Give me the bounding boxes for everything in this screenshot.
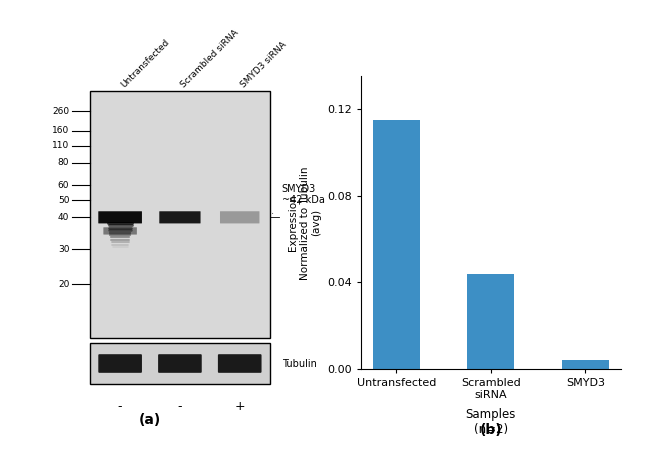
Bar	[90, 343, 270, 384]
Text: -: -	[177, 400, 182, 413]
Text: 260: 260	[52, 107, 70, 116]
Text: 80: 80	[58, 158, 70, 167]
FancyBboxPatch shape	[158, 354, 202, 373]
Text: (a): (a)	[139, 413, 161, 427]
Bar	[562, 360, 609, 369]
Text: 20: 20	[58, 279, 70, 288]
Text: (b): (b)	[480, 423, 502, 436]
FancyBboxPatch shape	[220, 211, 259, 223]
Text: Scrambled siRNA: Scrambled siRNA	[179, 28, 241, 89]
Text: Untransfected: Untransfected	[120, 37, 172, 89]
Text: +: +	[235, 400, 245, 413]
Text: SMYD3
~42 kDa: SMYD3 ~42 kDa	[281, 184, 324, 205]
Text: Tubulin: Tubulin	[281, 359, 317, 369]
Y-axis label: Expression
Normalized to Tubulin
(avg): Expression Normalized to Tubulin (avg)	[288, 166, 321, 279]
FancyBboxPatch shape	[103, 227, 137, 234]
Text: 160: 160	[52, 126, 70, 135]
FancyBboxPatch shape	[159, 211, 201, 223]
Text: 30: 30	[58, 245, 70, 254]
Text: -: -	[118, 400, 122, 413]
Text: 50: 50	[58, 196, 70, 205]
Text: 110: 110	[52, 141, 70, 150]
Text: 60: 60	[58, 181, 70, 190]
Bar	[90, 91, 270, 338]
FancyBboxPatch shape	[98, 354, 142, 373]
FancyBboxPatch shape	[98, 211, 142, 223]
X-axis label: Samples
(n=2): Samples (n=2)	[465, 408, 516, 436]
Bar	[372, 120, 420, 369]
Bar	[467, 274, 514, 369]
Text: 40: 40	[58, 213, 70, 222]
FancyBboxPatch shape	[218, 354, 261, 373]
Text: SMYD3 siRNA: SMYD3 siRNA	[239, 40, 289, 89]
